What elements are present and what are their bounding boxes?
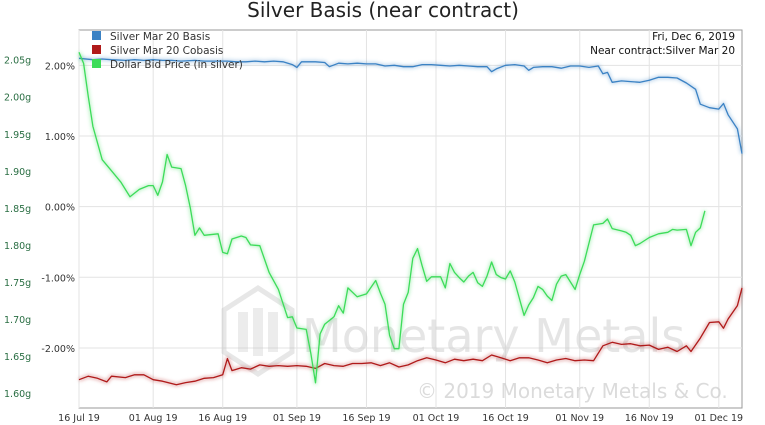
left-tick-label: 1.70g (4, 315, 31, 326)
left-tick-label: 2.05g (4, 56, 31, 67)
info-contract: Near contract:Silver Mar 20 (590, 45, 735, 57)
chart-title: Silver Basis (near contract) (247, 0, 519, 22)
info-box: Fri, Dec 6, 2019 Near contract:Silver Ma… (590, 31, 735, 57)
watermark-logo-icon (221, 285, 295, 377)
right-tick-label: 0.00% (45, 203, 75, 214)
x-tick-label: 01 Dec 19 (695, 413, 744, 424)
legend-swatch-cobasis (92, 45, 101, 54)
x-tick-label: 01 Nov 19 (555, 413, 604, 424)
series-line-cobasis (78, 287, 743, 386)
legend-label-dollar-bid: Dollar Bid Price (in silver) (110, 59, 243, 71)
left-tick-label: 1.75g (4, 278, 31, 289)
watermark-copyright: © 2019 Monetary Metals & Co. (417, 379, 728, 403)
left-tick-label: 1.60g (4, 389, 31, 400)
series-layer (77, 51, 744, 387)
series-line-dollar-bid (78, 51, 706, 384)
legend-swatch-basis (92, 31, 101, 40)
x-axis: 16 Jul 19 01 Aug 19 16 Aug 19 01 Sep 19 16 S… (58, 413, 743, 424)
x-tick-label: 01 Oct 19 (413, 413, 460, 424)
left-tick-label: 1.95g (4, 130, 31, 141)
legend: Silver Mar 20 Basis Silver Mar 20 Cobasi… (92, 31, 243, 71)
x-tick-label: 16 Nov 19 (625, 413, 674, 424)
left-tick-label: 1.65g (4, 352, 31, 363)
x-tick-label: 16 Aug 19 (198, 413, 247, 424)
series-line-basis (78, 57, 743, 154)
x-tick-label: 16 Sep 19 (342, 413, 390, 424)
left-tick-label: 2.00g (4, 93, 31, 104)
right-axis: 2.00% 1.00% 0.00% -1.00% -2.00% (41, 61, 75, 355)
left-axis: 2.05g 2.00g 1.95g 1.90g 1.85g 1.80g 1.75g 1.70g… (4, 56, 31, 401)
legend-label-cobasis: Silver Mar 20 Cobasis (110, 45, 223, 57)
x-tick-label: 01 Sep 19 (273, 413, 321, 424)
x-tick-label: 16 Oct 19 (482, 413, 529, 424)
x-tick-label: 01 Aug 19 (129, 413, 178, 424)
legend-swatch-dollar-bid (92, 59, 101, 68)
right-tick-label: 1.00% (45, 132, 75, 143)
info-date: Fri, Dec 6, 2019 (652, 31, 735, 43)
left-tick-label: 1.90g (4, 167, 31, 178)
left-tick-label: 1.80g (4, 241, 31, 252)
right-tick-label: 2.00% (45, 61, 75, 72)
x-tick-label: 16 Jul 19 (58, 413, 100, 424)
right-tick-label: -2.00% (41, 344, 75, 355)
left-tick-label: 1.85g (4, 204, 31, 215)
right-tick-label: -1.00% (41, 273, 75, 284)
legend-label-basis: Silver Mar 20 Basis (110, 31, 210, 43)
